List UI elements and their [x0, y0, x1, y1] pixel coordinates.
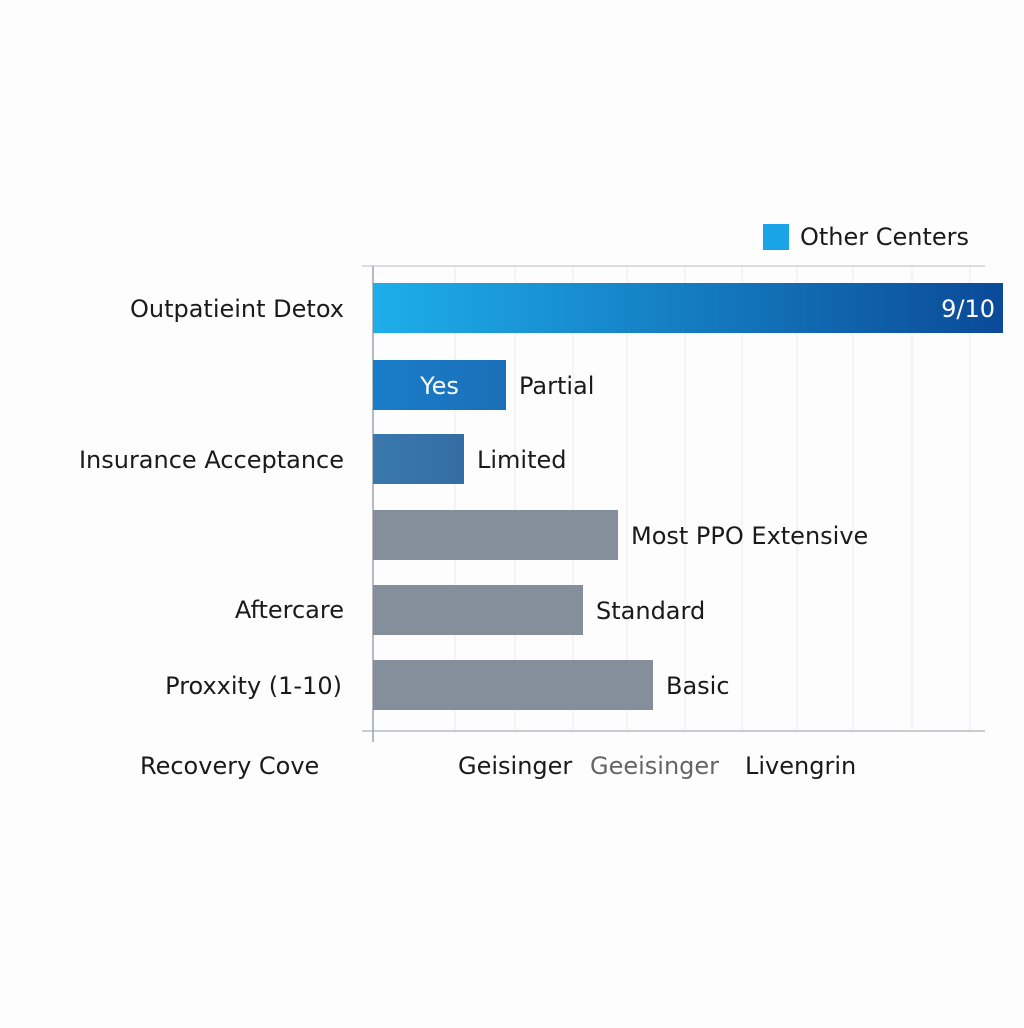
bar-inner-label: Yes: [419, 372, 459, 400]
x-tick-label: Geisinger: [458, 752, 572, 780]
legend: Other Centers: [763, 223, 969, 251]
bar-data-label: Partial: [519, 372, 594, 400]
legend-swatch: [763, 224, 789, 250]
bar: [373, 510, 618, 560]
y-tick-label: Proxxity (1-10): [165, 672, 342, 700]
bar-data-label: Most PPO Extensive: [631, 522, 868, 550]
legend-label: Other Centers: [800, 223, 969, 251]
bar: [373, 434, 464, 484]
bar-data-label: Standard: [596, 597, 705, 625]
bar: [373, 283, 1003, 333]
bar: [373, 660, 653, 710]
bar-data-label: Limited: [477, 446, 567, 474]
x-tick-label: Recovery Cove: [140, 752, 319, 780]
bar-data-label: 9/10: [941, 295, 995, 323]
x-tick-label: Livengrin: [745, 752, 856, 780]
y-tick-labels: Outpatieint Detox Insurance Acceptance A…: [79, 295, 344, 700]
y-tick-label: Outpatieint Detox: [130, 295, 344, 323]
bar: [373, 360, 506, 410]
bars: 9/10 Yes Partial Limited Most PPO Extensive S…: [373, 283, 1003, 710]
x-tick-labels: Recovery Cove Geisinger Geeisinger Liven…: [140, 752, 856, 780]
bar: [373, 585, 583, 635]
y-tick-label: Insurance Acceptance: [79, 446, 344, 474]
bar-data-label: Basic: [666, 672, 730, 700]
x-tick-label: Geeisinger: [590, 752, 719, 780]
y-tick-label: Aftercare: [235, 596, 344, 624]
grid: [454, 266, 971, 731]
